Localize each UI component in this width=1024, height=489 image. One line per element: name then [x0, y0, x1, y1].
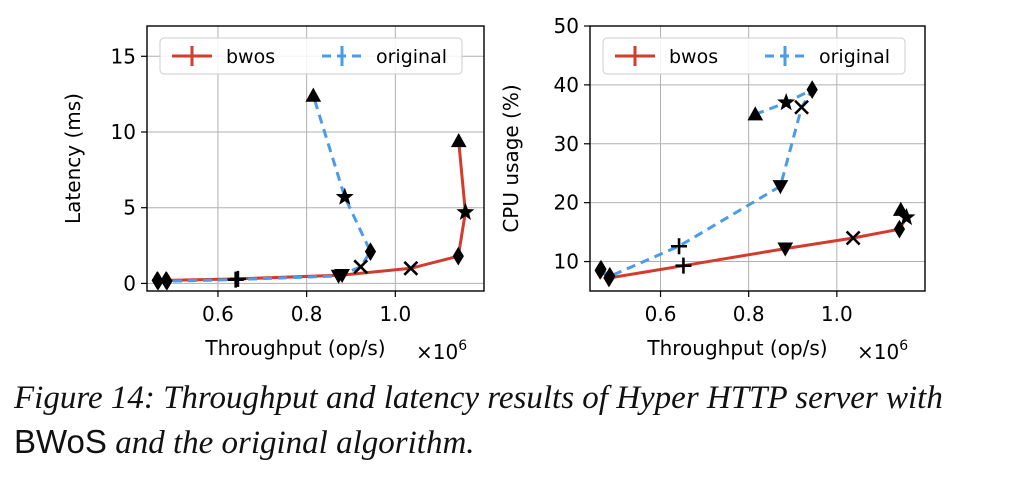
x-tick-label: 0.6 [645, 302, 677, 326]
series-line-original [158, 95, 372, 283]
data-point-original [806, 80, 818, 99]
data-point-original [152, 271, 164, 291]
data-point-bwos [893, 219, 906, 239]
figure-caption: Figure 14: Throughput and latency result… [14, 376, 1014, 465]
caption-text-before: Figure 14: Throughput and latency result… [14, 380, 943, 416]
data-point-original [772, 180, 789, 195]
x-tick-label: 0.6 [202, 302, 234, 326]
data-point-original [161, 271, 173, 291]
y-axis-label: Latency (ms) [61, 93, 85, 224]
data-point-original [794, 99, 809, 115]
y-tick-label: 5 [123, 196, 136, 220]
caption-text-after: and the original algorithm. [106, 425, 475, 461]
data-point-original [353, 259, 369, 275]
data-point-original [604, 266, 616, 286]
latency-chart: 0.6 0.8 1.0 0 5 10 15 Throughput (op/s) ×106 Late… [61, 25, 485, 364]
caption-system-name: BWoS [14, 423, 107, 460]
data-point-bwos [777, 242, 794, 257]
x-axis-label: Throughput (op/s) [204, 336, 385, 360]
figure: 0.6 0.8 1.0 0 5 10 15 Throughput (op/s) ×106 Late… [61, 14, 926, 364]
x-axis-multiplier-exponent: 6 [899, 338, 908, 354]
data-point-bwos [452, 246, 464, 266]
y-tick-label: 10 [111, 120, 136, 144]
legend-box [159, 37, 463, 75]
data-point-original [330, 269, 347, 284]
y-tick-label: 30 [554, 132, 579, 156]
data-point-original [364, 242, 377, 262]
x-axis-multiplier: ×106 [416, 338, 467, 364]
x-axis-multiplier: ×106 [857, 338, 908, 364]
data-point-bwos [845, 230, 861, 246]
y-tick-label: 50 [554, 14, 579, 38]
y-tick-label: 0 [123, 271, 136, 295]
data-point-original [777, 93, 796, 111]
data-point-bwos [456, 202, 475, 220]
data-point-original [595, 259, 607, 279]
series-line-bwos [599, 208, 908, 280]
plot-frame [146, 25, 485, 292]
legend-label-bwos: bwos [226, 46, 275, 68]
legend-label-original: original [376, 46, 447, 68]
cpu-usage-chart: 0.6 0.8 1.0 10 20 30 40 50 Throughput (op/s) ×106… [499, 14, 926, 364]
data-point-original [335, 187, 354, 205]
y-tick-label: 15 [111, 44, 136, 68]
data-point-original [671, 238, 688, 255]
legend-box [602, 37, 906, 75]
y-tick-label: 20 [554, 191, 579, 215]
x-axis-multiplier-exponent: 6 [458, 338, 467, 354]
data-point-bwos [403, 260, 419, 276]
legend-label-bwos: bwos [669, 46, 718, 68]
y-tick-label: 10 [554, 250, 579, 274]
y-tick-label: 40 [554, 73, 579, 97]
x-tick-label: 1.0 [821, 302, 853, 326]
data-point-bwos [450, 133, 467, 148]
x-tick-label: 0.8 [291, 302, 323, 326]
data-point-bwos [675, 257, 692, 274]
legend-label-original: original [819, 46, 890, 68]
data-point-original [305, 87, 322, 102]
x-tick-label: 1.0 [379, 302, 411, 326]
data-point-original [227, 271, 244, 288]
data-point-bwos [892, 201, 909, 216]
series-line-bwos [157, 140, 467, 282]
plot-frame [589, 25, 926, 292]
y-axis-label: CPU usage (%) [499, 84, 523, 232]
x-axis-label: Throughput (op/s) [646, 336, 827, 360]
data-point-original [747, 106, 764, 121]
x-tick-label: 0.8 [733, 302, 765, 326]
